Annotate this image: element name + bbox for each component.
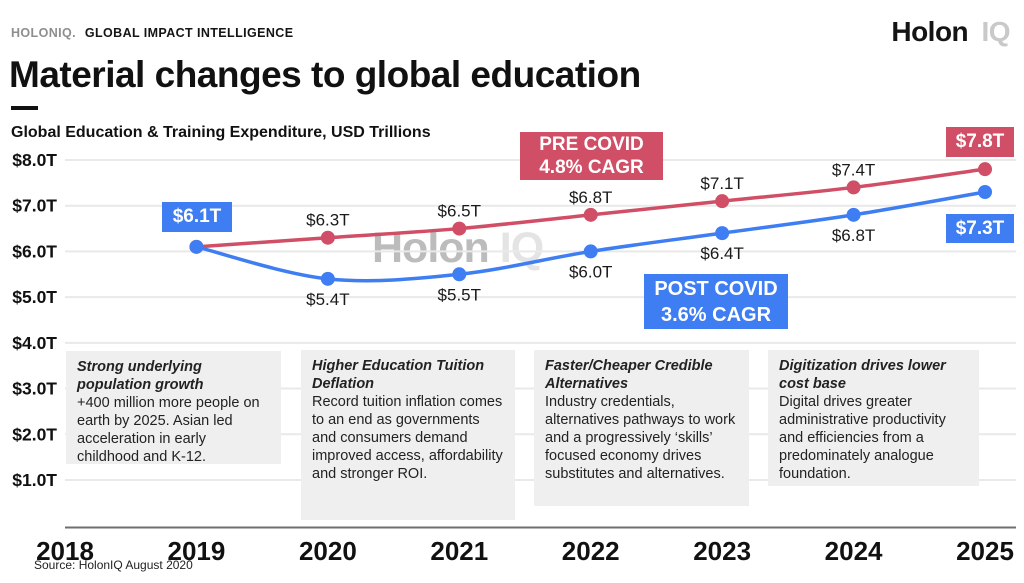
pre-covid-cagr-line1: PRE COVID (539, 134, 644, 155)
start-value-badge: $6.1T (162, 202, 232, 232)
data-point-label: $5.4T (306, 290, 349, 309)
post-covid-cagr-line1: POST COVID (654, 277, 778, 300)
note-digitization-cost-base: Digitization drives lower cost base Digi… (768, 350, 979, 486)
post-covid-cagr-badge: POST COVID 3.6% CAGR (644, 274, 788, 329)
data-point-label: $6.8T (569, 188, 612, 207)
note-body: Digital drives greater administrative pr… (779, 393, 946, 482)
brand-mark: HOLONIQ. (11, 26, 77, 40)
note-heading: Faster/Cheaper Credible Alternatives (545, 358, 713, 392)
y-axis-tick-label: $7.0T (12, 196, 57, 216)
brand-line: HOLONIQ. GLOBAL IMPACT INTELLIGENCE (11, 26, 293, 40)
y-axis-tick-label: $5.0T (12, 287, 57, 307)
x-axis-year-label: 2025 (956, 536, 1014, 566)
data-point (189, 239, 204, 254)
data-point-label: $6.8T (832, 226, 875, 245)
data-point (320, 230, 335, 245)
data-point-label: $6.5T (438, 202, 481, 221)
holoniq-logo: Holon IQ (891, 16, 1010, 48)
data-point (846, 180, 861, 195)
data-point (978, 162, 993, 177)
data-point (978, 184, 993, 199)
note-heading: Strong underlying population growth (77, 359, 204, 393)
brand-tagline: GLOBAL IMPACT INTELLIGENCE (84, 26, 294, 40)
logo-word-holon: Holon (891, 16, 969, 47)
data-point-label: $6.3T (306, 211, 349, 230)
pre-covid-cagr-badge: PRE COVID 4.8% CAGR (520, 132, 663, 180)
title-underline (11, 106, 38, 110)
data-point (320, 271, 335, 286)
x-axis-year-label: 2021 (430, 536, 488, 566)
data-point (583, 244, 598, 259)
data-point (715, 226, 730, 241)
note-heading: Higher Education Tuition Deflation (312, 358, 485, 392)
note-credible-alternatives: Faster/Cheaper Credible Alternatives Ind… (534, 350, 749, 506)
y-axis-tick-label: $6.0T (12, 241, 57, 261)
data-point-label: $7.1T (700, 174, 743, 193)
pre-covid-end-value-badge: $7.8T (946, 127, 1014, 157)
x-axis-year-label: 2018 (36, 536, 94, 566)
x-axis-year-label: 2024 (825, 536, 883, 566)
note-tuition-deflation: Higher Education Tuition Deflation Recor… (301, 350, 515, 520)
x-axis-year-label: 2023 (693, 536, 751, 566)
note-heading: Digitization drives lower cost base (779, 358, 946, 392)
data-point (846, 207, 861, 222)
note-population-growth: Strong underlying population growth +400… (66, 351, 281, 464)
data-point-label: $5.5T (438, 285, 481, 304)
data-point (452, 267, 467, 282)
note-body: Record tuition inflation comes to an end… (312, 393, 503, 482)
y-axis-tick-label: $2.0T (12, 424, 57, 444)
data-point-label: $6.4T (700, 244, 743, 263)
source-note: Source: HolonIQ August 2020 (34, 558, 193, 572)
note-body: Industry credentials, alternatives pathw… (545, 393, 736, 482)
data-point (583, 207, 598, 222)
data-point-label: $6.0T (569, 262, 612, 281)
data-point-label: $7.4T (832, 160, 875, 179)
pre-covid-cagr-line2: 4.8% CAGR (539, 157, 644, 178)
post-covid-end-value-badge: $7.3T (946, 214, 1014, 243)
y-axis-tick-label: $4.0T (12, 333, 57, 353)
logo-word-iq: IQ (981, 16, 1010, 47)
data-point (452, 221, 467, 236)
chart-subtitle: Global Education & Training Expenditure,… (11, 124, 431, 141)
page-title: Material changes to global education (9, 54, 641, 95)
x-axis-year-label: 2022 (562, 536, 620, 566)
y-axis-tick-label: $3.0T (12, 379, 57, 399)
y-axis-tick-label: $8.0T (12, 150, 57, 170)
post-covid-cagr-line2: 3.6% CAGR (660, 303, 772, 326)
x-axis-year-label: 2019 (168, 536, 226, 566)
data-point (715, 194, 730, 209)
y-axis-tick-label: $1.0T (12, 470, 57, 490)
x-axis-year-label: 2020 (299, 536, 357, 566)
note-body: +400 million more people on earth by 202… (77, 394, 260, 464)
